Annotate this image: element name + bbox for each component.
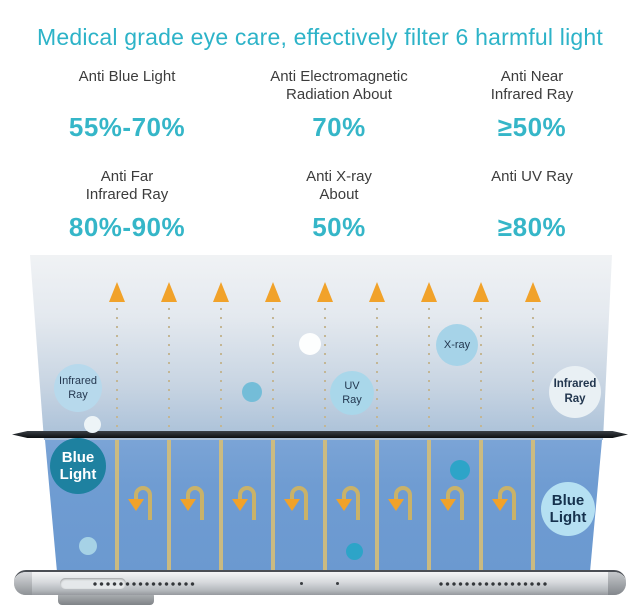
stat-value: 70% [312, 112, 366, 142]
ray-line [167, 440, 171, 572]
speaker-grille-right [438, 580, 548, 588]
stat-value: ≥50% [497, 112, 567, 142]
blue-light-bubble-left: Blue Light [50, 438, 106, 494]
dotted-ray-line [532, 308, 534, 438]
ray-line [531, 440, 535, 572]
dotted-ray-line [272, 308, 274, 438]
blue-light-bubble-right: Blue Light [541, 482, 595, 536]
tablet-edge-right-cap [608, 572, 626, 595]
dotted-ray-line [168, 308, 170, 438]
ray-line [479, 440, 483, 572]
ray-line [271, 440, 275, 572]
screen-protector-edge [12, 431, 628, 438]
particle-dot [346, 543, 363, 560]
stat-label: Anti UV Ray [491, 168, 573, 185]
stat-anti-xray: Anti X-ray About 50% [252, 168, 426, 243]
uv-ray-bubble: UV Ray [330, 371, 374, 415]
u-turn-arrow-icon [128, 486, 152, 520]
stat-label: Anti Near Infrared Ray [490, 68, 574, 103]
particle-dot [450, 460, 470, 480]
up-arrow-icon [161, 282, 177, 302]
up-arrow-icon [213, 282, 229, 302]
up-arrow-icon [317, 282, 333, 302]
u-turn-arrow-icon [492, 486, 516, 520]
speaker-grille-left [92, 580, 196, 588]
u-turn-arrow-icon [180, 486, 204, 520]
up-arrow-icon [473, 282, 489, 302]
stat-anti-electromagnetic: Anti Electromagnetic Radiation About 70% [252, 68, 426, 143]
up-arrow-icon [421, 282, 437, 302]
stat-value: 50% [312, 212, 366, 242]
microphone-hole [336, 582, 339, 585]
ray-line [219, 440, 223, 572]
stats-row-1: Anti Blue Light 55%-70% Anti Electromagn… [2, 68, 638, 143]
stat-anti-blue-light: Anti Blue Light 55%-70% [2, 68, 252, 143]
particle-dot [242, 382, 262, 402]
dotted-ray-line [376, 308, 378, 438]
infrared-ray-bubble-right: Infrared Ray [549, 366, 601, 418]
up-arrow-icon [525, 282, 541, 302]
x-ray-bubble: X-ray [436, 324, 478, 366]
dotted-ray-line [220, 308, 222, 438]
stat-anti-uv: Anti UV Ray ≥80% [426, 168, 638, 243]
stat-anti-near-infrared: Anti Near Infrared Ray ≥50% [426, 68, 638, 143]
ray-line [375, 440, 379, 572]
stat-value: 55%-70% [68, 112, 186, 142]
up-arrow-icon [265, 282, 281, 302]
u-turn-arrow-icon [336, 486, 360, 520]
stat-label: Anti X-ray About [306, 168, 372, 203]
up-arrow-icon [369, 282, 385, 302]
dotted-ray-line [116, 308, 118, 438]
stat-anti-far-infrared: Anti Far Infrared Ray 80%-90% [2, 168, 252, 243]
ray-line [115, 440, 119, 572]
u-turn-arrow-icon [284, 486, 308, 520]
u-turn-arrow-icon [440, 486, 464, 520]
dotted-ray-line [324, 308, 326, 438]
tablet-camera-bump [58, 592, 154, 605]
ray-line [323, 440, 327, 572]
tablet-edge [14, 570, 626, 595]
ray-line [427, 440, 431, 572]
up-arrow-icon [109, 282, 125, 302]
particle-dot [84, 416, 101, 433]
stat-label: Anti Electromagnetic Radiation About [270, 68, 408, 103]
stat-value: 80%-90% [68, 212, 186, 242]
filtered-rays-zone [30, 255, 612, 440]
particle-dot [79, 537, 97, 555]
microphone-hole [300, 582, 303, 585]
stat-value: ≥80% [497, 212, 567, 242]
particle-dot [299, 333, 321, 355]
stat-label: Anti Blue Light [78, 68, 176, 85]
stats-row-2: Anti Far Infrared Ray 80%-90% Anti X-ray… [2, 168, 638, 243]
u-turn-arrow-icon [232, 486, 256, 520]
screen-surface-zone [45, 440, 602, 572]
u-turn-arrow-icon [388, 486, 412, 520]
tablet-edge-left-cap [14, 572, 32, 595]
dotted-ray-line [428, 308, 430, 438]
stat-label: Anti Far Infrared Ray [85, 168, 169, 203]
dotted-ray-line [480, 308, 482, 438]
page-title: Medical grade eye care, effectively filt… [37, 24, 603, 50]
infrared-ray-bubble-left: Infrared Ray [54, 364, 102, 412]
